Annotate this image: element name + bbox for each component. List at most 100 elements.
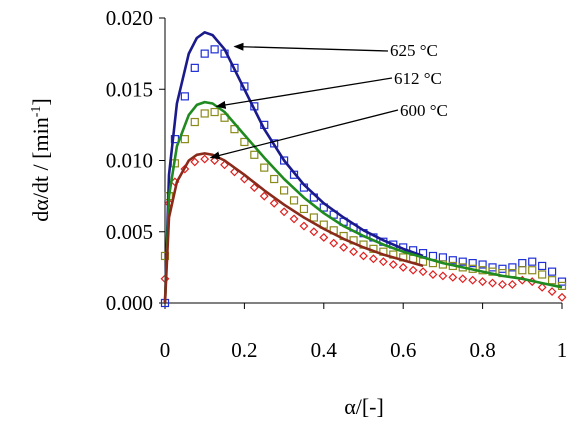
annotation-label-625: 625 °C	[390, 41, 438, 60]
y-tick-label: 0.015	[106, 77, 153, 101]
data-point-600	[398, 262, 408, 272]
data-point-600	[408, 265, 418, 275]
data-point-612	[547, 276, 557, 285]
y-tick-label: 0.000	[106, 291, 153, 315]
x-tick-label: 0.8	[469, 338, 495, 362]
y-tick-label: 0.020	[106, 6, 153, 30]
data-point-600	[547, 287, 557, 297]
data-point-612	[250, 150, 259, 159]
x-tick-label: 1	[557, 338, 568, 362]
data-point-612	[280, 186, 289, 195]
data-point-600	[190, 157, 200, 167]
data-point-625	[538, 261, 547, 271]
data-point-625	[508, 263, 517, 272]
x-axis-label: α/[-]	[344, 394, 384, 419]
data-point-600	[378, 257, 388, 267]
data-point-625	[458, 257, 467, 266]
data-point-625	[528, 257, 537, 266]
data-point-600	[279, 207, 289, 217]
data-point-600	[329, 238, 339, 248]
y-axis-label: dα/dt / [min-1]	[28, 98, 53, 221]
data-point-612	[309, 213, 318, 222]
data-point-612	[270, 174, 279, 184]
data-point-600	[349, 247, 359, 257]
data-point-600	[180, 164, 190, 174]
data-point-625	[547, 267, 557, 276]
data-point-600	[309, 227, 319, 237]
series-600	[160, 154, 567, 302]
data-point-612	[210, 107, 219, 117]
y-axis-label-sup: -1	[29, 106, 44, 118]
data-point-625	[438, 253, 447, 262]
data-point-600	[537, 282, 547, 292]
fit-line-612	[163, 100, 563, 304]
annotation-arrow-625	[233, 42, 389, 52]
data-point-612	[299, 204, 309, 214]
annotation-layer: 625 °C 612 °C 600 °C	[209, 41, 448, 160]
y-tick-label: 0.005	[106, 220, 153, 244]
data-point-625	[468, 259, 477, 268]
series-625	[160, 45, 567, 308]
data-point-612	[289, 196, 299, 205]
series-612	[160, 107, 567, 290]
data-point-625	[518, 259, 527, 268]
series-layer	[160, 30, 567, 308]
data-point-600	[438, 271, 448, 281]
data-point-600	[448, 272, 458, 282]
fit-line-600	[163, 152, 424, 304]
data-point-600	[428, 270, 438, 279]
fit-line-625	[163, 30, 424, 304]
data-point-600	[319, 233, 329, 242]
data-point-600	[200, 154, 210, 164]
annotation-arrow-600	[209, 109, 399, 160]
data-point-612	[528, 266, 537, 275]
data-point-600	[289, 214, 299, 224]
annotation-label-600: 600 °C	[400, 101, 448, 120]
data-point-612	[260, 163, 269, 172]
data-point-625	[190, 63, 199, 72]
data-point-600	[269, 198, 279, 208]
y-tick-label: 0.010	[106, 149, 153, 173]
data-point-625	[210, 45, 219, 54]
data-point-612	[488, 267, 497, 276]
data-point-625	[488, 263, 497, 272]
data-point-600	[478, 277, 488, 287]
data-point-612	[538, 270, 547, 279]
data-point-625	[200, 49, 209, 58]
data-point-612	[180, 135, 189, 144]
data-point-625	[180, 92, 189, 101]
y-axis-label-main: dα/dt / [min	[28, 117, 53, 221]
data-point-612	[518, 266, 527, 275]
data-point-625	[498, 264, 507, 273]
data-point-600	[468, 275, 478, 285]
data-point-600	[507, 280, 517, 289]
data-point-612	[240, 137, 249, 147]
x-tick-label: 0.6	[390, 338, 416, 362]
data-point-600	[418, 267, 428, 277]
data-point-600	[299, 221, 309, 231]
y-axis-label-close: ]	[28, 98, 53, 105]
data-point-600	[458, 274, 468, 284]
data-point-600	[388, 260, 398, 269]
data-point-600	[259, 191, 269, 201]
data-point-612	[200, 109, 209, 118]
axes: 0.000 0.005 0.010 0.015 0.020 0 0.2 0.4 0.6 0.8 1	[106, 6, 568, 362]
data-point-625	[448, 256, 457, 265]
x-tick-label: 0.4	[311, 338, 338, 362]
data-point-600	[557, 292, 567, 302]
x-tick-label: 0	[160, 338, 171, 362]
annotation-label-612: 612 °C	[394, 69, 442, 88]
data-point-612	[190, 117, 199, 127]
data-point-625	[280, 156, 289, 165]
data-point-625	[557, 277, 567, 286]
data-point-600	[498, 280, 507, 289]
data-point-600	[339, 242, 349, 252]
data-point-600	[368, 254, 378, 264]
annotation-arrow-612	[215, 77, 393, 109]
x-tick-label: 0.2	[231, 338, 257, 362]
data-point-625	[478, 260, 487, 269]
data-point-600	[359, 251, 368, 261]
data-point-600	[488, 278, 497, 288]
data-point-600	[249, 183, 259, 193]
